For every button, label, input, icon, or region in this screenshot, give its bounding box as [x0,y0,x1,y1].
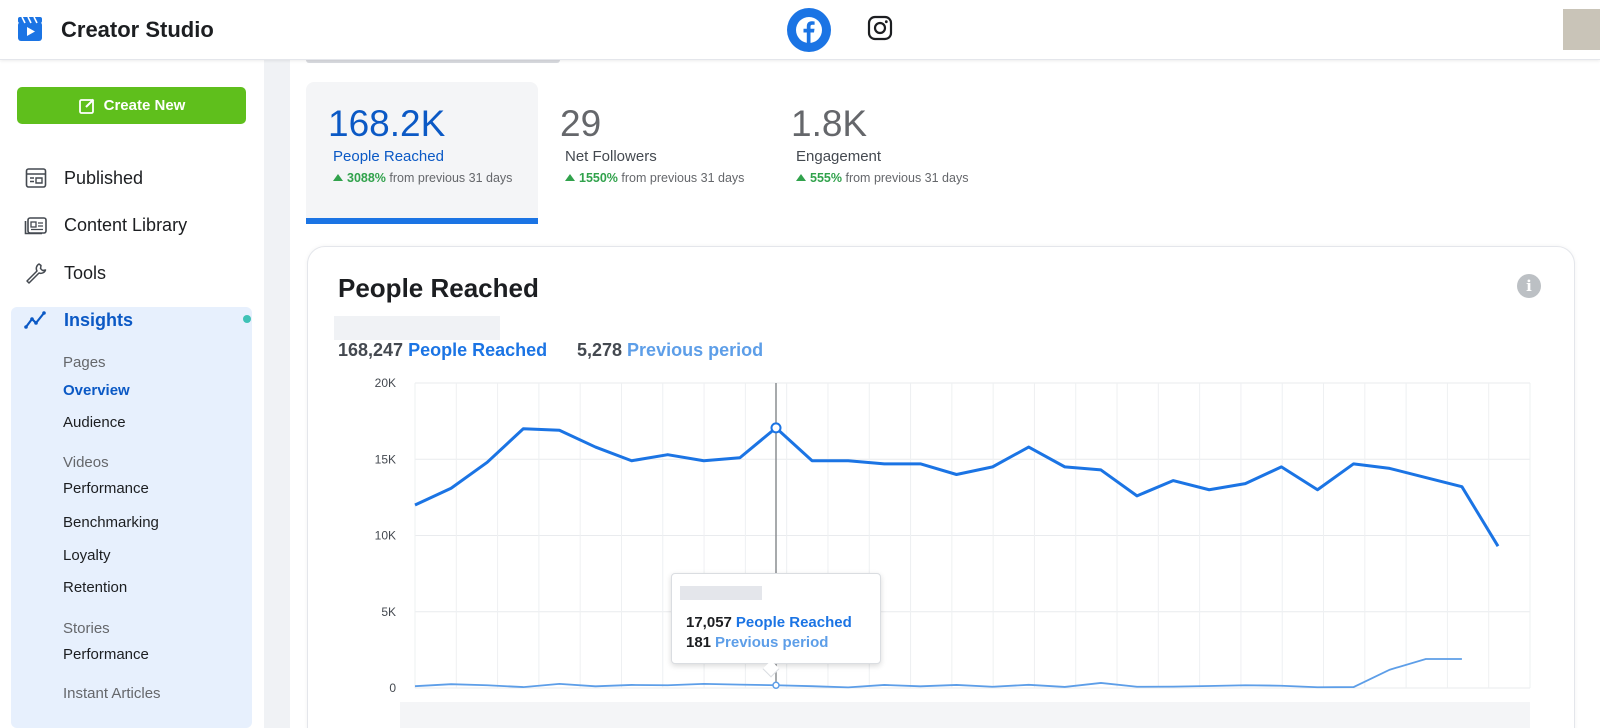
series-line-current [414,426,1500,547]
content-library-icon [24,213,48,237]
metric-people-reached[interactable]: 168.2K People Reached 3088% from previou… [306,82,538,224]
edit-icon [78,98,94,114]
facebook-tab[interactable] [787,8,831,52]
published-icon [24,166,48,190]
tooltip-previous-label: Previous period [715,634,829,651]
y-tick-label: 5K [381,605,396,619]
sidebar-subitem-stories-performance[interactable]: Performance [63,646,149,663]
sidebar-item-content-library[interactable]: Content Library [24,211,187,239]
people-reached-card [307,246,1575,728]
avatar[interactable] [1563,9,1600,50]
highlight-marker-current [770,422,782,434]
y-tick-label: 10K [375,529,396,543]
tooltip-previous-row: 181 Previous period [686,634,828,651]
previous-label: Previous period [627,340,764,360]
stories-heading: Stories [63,620,110,637]
sidebar-subitem-audience[interactable]: Audience [63,414,126,431]
metric-value: 1.8K [791,103,868,144]
time-range-scrubber[interactable] [400,702,1530,728]
tooltip-current-value: 17,057 [686,614,732,631]
date-placeholder [334,316,500,340]
metric-change: 1550% from previous 31 days [565,171,744,185]
up-arrow-icon [796,174,806,181]
current-label: People Reached [408,340,548,360]
sidebar-item-tools[interactable]: Tools [24,259,106,287]
app-title: Creator Studio [61,17,214,42]
metric-engagement[interactable]: 1.8K Engagement 555% from previous 31 da… [769,82,1001,224]
y-tick-label: 20K [375,376,396,390]
sidebar-item-label: Published [64,167,144,188]
sidebar-item-insights[interactable]: Insights [24,306,133,334]
tooltip-date-placeholder [680,586,762,600]
sidebar-subitem-loyalty[interactable]: Loyalty [63,547,111,564]
y-tick-label: 0 [389,681,396,695]
up-arrow-icon [333,174,343,181]
people-reached-chart[interactable]: 0 5K 10K 15K 20K [360,370,1540,700]
tooltip-previous-value: 181 [686,634,712,651]
metric-change-pct: 1550% [579,171,618,185]
sidebar-subitem-overview[interactable]: Overview [63,382,130,399]
creator-studio-logo [18,16,42,41]
card-title: People Reached [338,273,539,303]
current-summary: 168,247 People Reached [338,340,547,361]
sidebar-subitem-benchmarking[interactable]: Benchmarking [63,514,159,531]
notification-dot [243,315,251,323]
series-line-previous [414,658,1462,689]
current-total: 168,247 [338,340,404,360]
sidebar: Create New Published Content Library Too… [0,60,264,728]
tooltip-current-row: 17,057 People Reached [686,614,852,631]
top-bar: Creator Studio [0,0,1600,60]
insights-icon [24,308,48,332]
metric-label: Engagement [796,148,882,165]
highlight-marker-previous [772,681,780,689]
pages-heading: Pages [63,354,106,371]
up-arrow-icon [565,174,575,181]
sidebar-item-label: Insights [64,309,134,330]
info-icon[interactable]: i [1517,274,1541,298]
videos-heading: Videos [63,454,109,471]
metric-value: 168.2K [328,103,446,144]
metric-change-pct: 3088% [347,171,386,185]
previous-summary: 5,278 Previous period [577,340,763,361]
previous-total: 5,278 [577,340,623,360]
sidebar-item-label: Tools [64,262,107,283]
metric-change: 555% from previous 31 days [796,171,968,185]
metric-change-pct: 555% [810,171,842,185]
facebook-icon [796,17,822,43]
create-new-button[interactable]: Create New [17,87,246,124]
metric-change: 3088% from previous 31 days [333,171,512,185]
instagram-icon[interactable] [866,14,894,42]
sidebar-item-label: Content Library [64,214,188,235]
insights-panel [11,307,252,728]
sidebar-divider [264,60,290,728]
metric-value: 29 [560,103,602,144]
tooltip-current-label: People Reached [735,614,852,631]
metric-change-text: from previous 31 days [845,171,969,185]
active-tab-underline [306,218,538,224]
create-new-label: Create New [103,97,186,114]
chart-tooltip: 17,057 People Reached 181 Previous period [671,573,881,678]
sidebar-subitem-retention[interactable]: Retention [63,579,128,596]
instant-articles-heading: Instant Articles [63,685,161,702]
y-tick-label: 15K [375,452,396,466]
sidebar-subitem-video-performance[interactable]: Performance [63,480,149,497]
metric-change-text: from previous 31 days [621,171,745,185]
metric-label: Net Followers [565,148,657,165]
sidebar-item-published[interactable]: Published [24,164,143,192]
metric-net-followers[interactable]: 29 Net Followers 1550% from previous 31 … [538,82,770,224]
scroll-indicator [306,60,560,63]
wrench-icon [24,261,48,285]
metric-change-text: from previous 31 days [389,171,513,185]
metric-label: People Reached [333,148,444,165]
